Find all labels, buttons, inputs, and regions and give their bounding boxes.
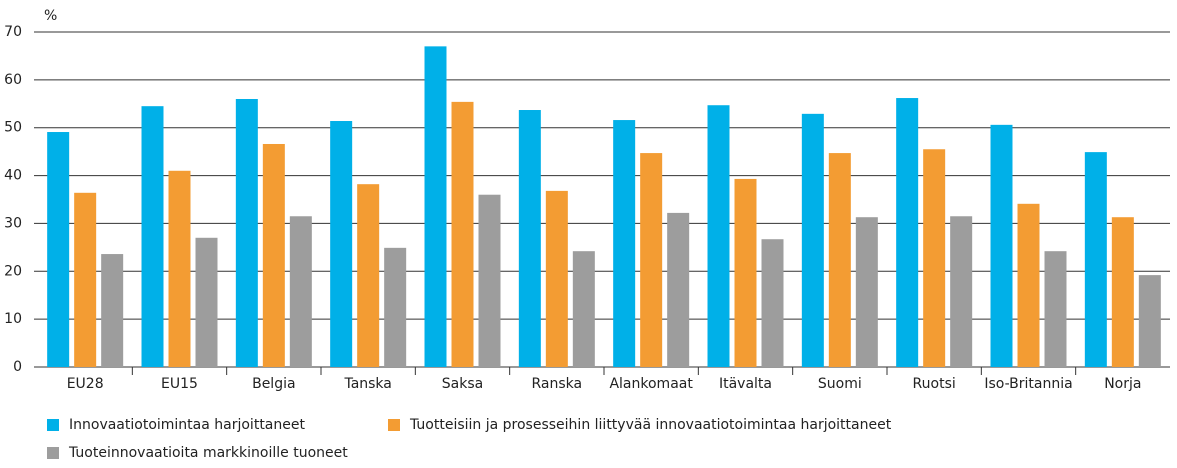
bar — [235, 99, 258, 367]
x-tick-label: Norja — [1104, 376, 1141, 392]
legend-label: Tuotteisiin ja prosesseihin liittyvää in… — [409, 417, 892, 433]
bar — [667, 212, 690, 367]
bar — [896, 98, 919, 368]
bar — [761, 239, 784, 367]
bar — [1138, 275, 1161, 367]
bar — [828, 153, 851, 367]
bar — [707, 105, 730, 367]
bar — [357, 184, 380, 367]
legend-label: Innovaatiotoimintaa harjoittaneet — [69, 417, 305, 433]
legend-label: Tuoteinnovaatioita markkinoille tuoneet — [68, 445, 348, 461]
bar — [424, 46, 447, 367]
bar — [518, 110, 541, 367]
x-tick-label: Belgia — [252, 376, 295, 392]
y-tick-label: 70 — [4, 24, 22, 40]
y-tick-label: 10 — [4, 311, 22, 327]
bar — [74, 192, 97, 367]
x-tick-label: Itävalta — [719, 376, 772, 392]
bar — [640, 153, 663, 367]
bar — [384, 247, 407, 367]
bar — [1044, 251, 1067, 367]
bar — [1084, 152, 1107, 367]
x-tick-label: EU15 — [161, 376, 198, 392]
bar — [1017, 203, 1040, 367]
y-tick-label: 20 — [4, 263, 22, 279]
x-tick-label: Alankomaat — [609, 376, 693, 392]
bar — [950, 216, 973, 367]
y-tick-label: 30 — [4, 215, 22, 231]
bar — [478, 194, 501, 367]
bar — [990, 124, 1013, 367]
x-tick-label: Ranska — [532, 376, 583, 392]
bar — [195, 237, 218, 367]
legend-swatch — [388, 419, 400, 431]
bar — [572, 251, 595, 367]
y-axis-label: % — [44, 8, 57, 24]
x-tick-label: Suomi — [818, 376, 862, 392]
legend-swatch — [47, 419, 59, 431]
bar — [289, 216, 312, 367]
bar — [101, 254, 124, 367]
y-tick-label: 40 — [4, 168, 22, 184]
y-tick-label: 50 — [4, 120, 22, 136]
legend-swatch — [47, 447, 59, 459]
bar — [168, 170, 191, 367]
bar — [1111, 217, 1134, 367]
y-tick-label: 0 — [13, 359, 22, 375]
x-tick-label: EU28 — [67, 376, 104, 392]
bar — [545, 190, 568, 367]
bar — [734, 178, 757, 367]
x-tick-label: Saksa — [442, 376, 483, 392]
bar — [141, 106, 164, 367]
bar — [47, 132, 70, 367]
x-tick-label: Tanska — [343, 376, 391, 392]
x-tick-label: Iso-Britannia — [984, 376, 1072, 392]
bar — [855, 217, 878, 367]
bar — [262, 143, 285, 367]
bar — [923, 149, 946, 367]
y-tick-label: 60 — [4, 72, 22, 88]
x-tick-label: Ruotsi — [913, 376, 956, 392]
bar — [801, 113, 824, 367]
bar — [613, 120, 636, 367]
bar — [330, 121, 353, 367]
bar — [451, 101, 474, 367]
